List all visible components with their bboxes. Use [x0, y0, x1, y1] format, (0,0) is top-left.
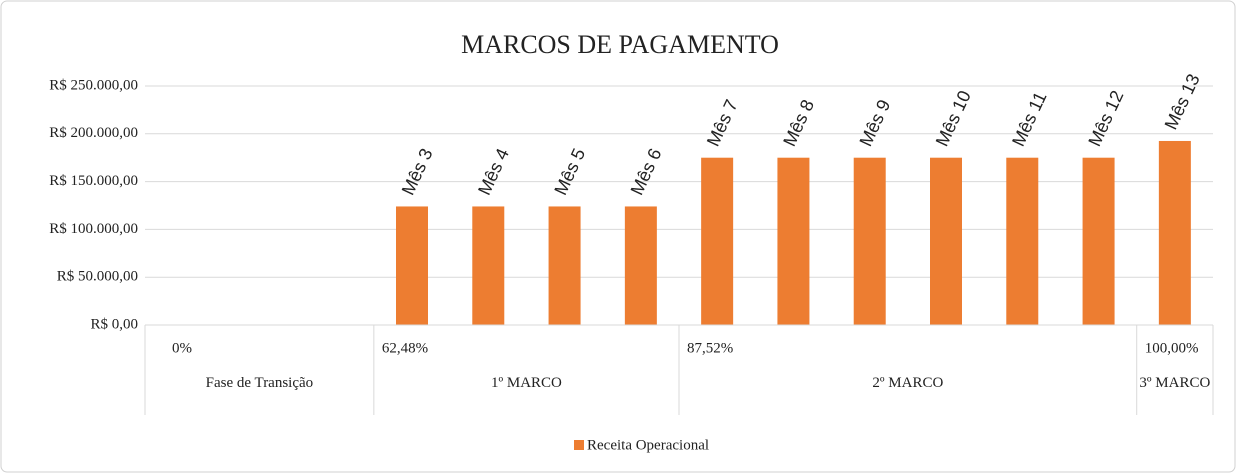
bar [777, 157, 810, 325]
bar [930, 157, 962, 325]
bar [1006, 157, 1039, 325]
y-tick-label: R$ 100.000,00 [49, 221, 138, 237]
group-percent: 0% [172, 340, 192, 356]
bar [396, 206, 428, 325]
y-tick-label: R$ 250.000,00 [49, 77, 138, 93]
group-label: 1º MARCO [490, 375, 562, 391]
group-label: 3º MARCO [1139, 375, 1211, 391]
group-label: Fase de Transição [205, 375, 314, 391]
bar [548, 206, 581, 325]
group-percent: 87,52% [687, 340, 733, 356]
legend-label: Receita Operacional [587, 437, 709, 453]
y-tick-label: R$ 50.000,00 [57, 269, 138, 285]
bar [853, 157, 886, 325]
bar [1158, 140, 1191, 325]
group-label: 2º MARCO [872, 375, 944, 391]
y-tick-label: R$ 0,00 [90, 316, 138, 332]
group-percent: 100,00% [1145, 340, 1199, 356]
legend-swatch [574, 440, 584, 450]
chart-title: MARCOS DE PAGAMENTO [461, 30, 779, 59]
bar [1082, 157, 1115, 325]
y-tick-label: R$ 200.000,00 [49, 125, 138, 141]
bar [472, 206, 505, 325]
y-tick-label: R$ 150.000,00 [49, 173, 138, 189]
bar [624, 206, 657, 325]
group-percent: 62,48% [382, 340, 428, 356]
bar [701, 157, 734, 325]
